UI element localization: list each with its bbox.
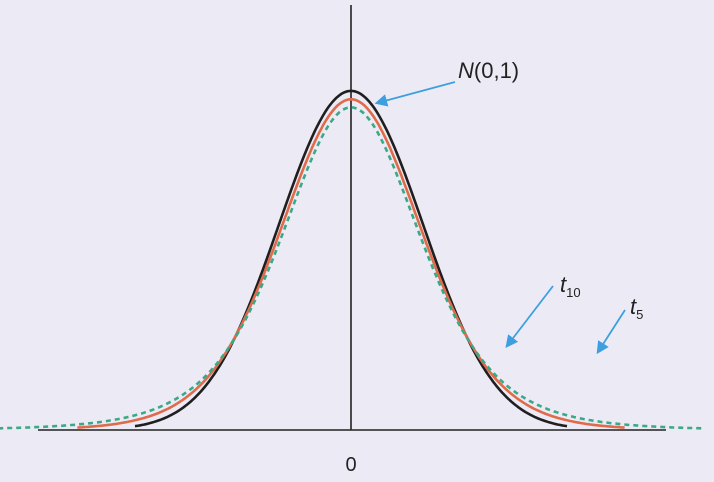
series-label-t10: t10 — [560, 272, 581, 300]
series-line-n01 — [134, 89, 568, 428]
x-tick-label-0: 0 — [345, 454, 356, 476]
series-label-t5: t5 — [630, 294, 643, 322]
series-line-t10 — [77, 97, 625, 429]
annotation-arrow-t10 — [505, 285, 554, 348]
series-line-t5 — [0, 105, 704, 430]
annotation-arrow-n01 — [374, 81, 456, 107]
series-label-n01: N(0,1) — [458, 58, 519, 83]
annotation-arrow-t5 — [596, 309, 626, 355]
